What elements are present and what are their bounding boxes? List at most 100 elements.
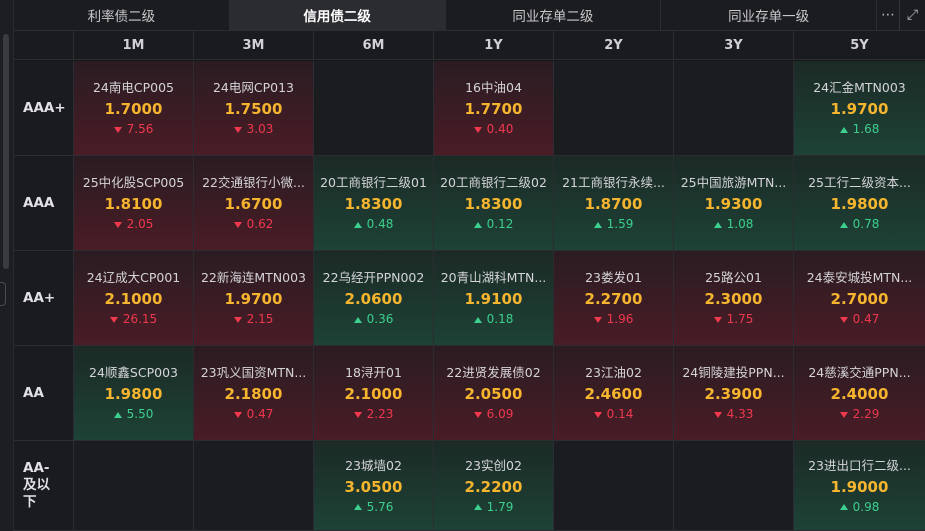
arrow-down-icon xyxy=(233,316,242,323)
panel-handle[interactable] xyxy=(0,282,6,306)
change-value: 0.47 xyxy=(246,407,274,421)
change-value: 5.50 xyxy=(126,407,154,421)
bond-cell[interactable]: 23进出口行二级... 1.9000 0.98 xyxy=(794,441,925,530)
bp-change: 0.98 xyxy=(839,499,880,515)
bond-cell[interactable]: 20工商银行二级02 1.8300 0.12 xyxy=(434,156,554,250)
bond-cell[interactable]: 24南电CP005 1.7000 7.56 xyxy=(74,61,194,155)
bp-change: 0.18 xyxy=(473,312,513,327)
change-value: 0.98 xyxy=(852,499,880,514)
bond-cell[interactable]: 25路公01 2.3000 1.75 xyxy=(674,251,794,345)
bp-change: 2.29 xyxy=(839,407,880,422)
bond-name: 24铜陵建投PPN... xyxy=(682,365,785,380)
more-icon[interactable]: ⋯ xyxy=(881,7,895,23)
bond-yield: 1.8300 xyxy=(344,195,403,213)
tab-ncd-primary[interactable]: 同业存单一级 xyxy=(661,0,877,30)
bp-change: 2.15 xyxy=(233,312,273,327)
tab-bar: 利率债二级 信用债二级 同业存单二级 同业存单一级 ⋯ ⤢ xyxy=(14,0,925,31)
bond-yield: 2.1800 xyxy=(224,385,283,403)
bond-name: 23江油02 xyxy=(585,365,642,380)
yield-matrix: 1M 3M 6M 1Y 2Y 3Y 5Y AAA+ 24南电CP005 1.7000 7.56 24… xyxy=(14,31,925,531)
bond-cell[interactable]: 22交通银行小微... 1.6700 0.62 xyxy=(194,156,314,250)
arrow-down-icon xyxy=(839,411,848,418)
bond-cell[interactable]: 24慈溪交通PPN... 2.4000 2.29 xyxy=(794,346,925,440)
change-value: 7.56 xyxy=(126,122,154,136)
bond-name: 24电网CP013 xyxy=(212,80,295,95)
bond-cell[interactable]: 23巩义国资MTN... 2.1800 0.47 xyxy=(194,346,314,440)
bond-name: 24泰安城投MTN... xyxy=(806,270,913,285)
bp-change: 0.40 xyxy=(473,122,513,137)
tab-tools: ⋯ ⤢ xyxy=(877,0,925,30)
bond-yield: 2.4600 xyxy=(584,385,643,403)
bond-name: 24汇金MTN003 xyxy=(813,80,906,95)
bond-cell[interactable]: 22新海连MTN003 1.9700 2.15 xyxy=(194,251,314,345)
tab-rate-bonds[interactable]: 利率债二级 xyxy=(14,0,230,30)
bond-yield: 1.9800 xyxy=(104,385,163,403)
bond-cell[interactable]: 22进贤发展债02 2.0500 6.09 xyxy=(434,346,554,440)
bond-cell[interactable]: 20青山湖科MTN... 1.9100 0.18 xyxy=(434,251,554,345)
rating-label: AA+ xyxy=(14,251,74,345)
bond-cell[interactable]: 24汇金MTN003 1.9700 1.68 xyxy=(794,61,925,155)
bond-yield: 1.9000 xyxy=(830,477,889,496)
arrow-up-icon xyxy=(353,504,362,510)
left-scrollbar[interactable] xyxy=(0,0,14,531)
bond-yield: 2.1000 xyxy=(104,290,163,308)
bond-cell[interactable]: 21工商银行永续... 1.8700 1.59 xyxy=(554,156,674,250)
change-value: 0.47 xyxy=(852,312,880,326)
bond-cell[interactable]: 24顺鑫SCP003 1.9800 5.50 xyxy=(74,346,194,440)
change-value: 1.79 xyxy=(486,499,514,514)
bond-cell[interactable]: 25工行二级资本... 1.9800 0.78 xyxy=(794,156,925,250)
change-value: 1.96 xyxy=(606,312,634,326)
arrow-down-icon xyxy=(233,126,242,133)
arrow-down-icon xyxy=(113,221,122,228)
rating-row: AA 24顺鑫SCP003 1.9800 5.50 23巩义国资MTN... 2.1800… xyxy=(14,346,925,441)
bond-cell[interactable]: 25中国旅游MTN... 1.9300 1.08 xyxy=(674,156,794,250)
bond-cell[interactable]: 23江油02 2.4600 0.14 xyxy=(554,346,674,440)
bond-name: 23城墙02 xyxy=(345,457,402,473)
column-header: 6M xyxy=(314,31,434,60)
bond-cell[interactable]: 25中化股SCP005 1.8100 2.05 xyxy=(74,156,194,250)
bond-cell[interactable]: 24泰安城投MTN... 2.7000 0.47 xyxy=(794,251,925,345)
bond-cell[interactable]: 23城墙02 3.0500 5.76 xyxy=(314,441,434,530)
tab-credit-bonds[interactable]: 信用债二级 xyxy=(229,0,446,30)
bond-yield: 1.9300 xyxy=(704,195,763,213)
bp-change: 1.75 xyxy=(713,312,753,327)
rating-label: AA-及以下 xyxy=(14,441,74,530)
tab-ncd-secondary[interactable]: 同业存单二级 xyxy=(446,0,662,30)
bond-name: 23实创02 xyxy=(465,457,522,473)
bp-change: 0.78 xyxy=(839,217,879,232)
bond-name: 24慈溪交通PPN... xyxy=(808,365,911,380)
bond-cell[interactable]: 22乌经开PPN002 2.0600 0.36 xyxy=(314,251,434,345)
bond-yield: 1.9100 xyxy=(464,290,523,308)
expand-icon[interactable]: ⤢ xyxy=(899,0,925,30)
bond-yield: 1.8100 xyxy=(104,195,163,213)
change-value: 2.23 xyxy=(366,407,394,421)
scrollbar-thumb[interactable] xyxy=(3,34,9,269)
bond-cell xyxy=(674,61,794,155)
arrow-up-icon xyxy=(713,221,722,228)
bond-cell[interactable]: 20工商银行二级01 1.8300 0.48 xyxy=(314,156,434,250)
bond-cell[interactable]: 24电网CP013 1.7500 3.03 xyxy=(194,61,314,155)
bond-yield: 1.7700 xyxy=(464,100,523,118)
bond-cell[interactable]: 23实创02 2.2200 1.79 xyxy=(434,441,554,530)
bp-change: 2.23 xyxy=(353,407,394,422)
bond-name: 21工商银行永续... xyxy=(562,175,665,190)
bond-cell[interactable]: 23娄发01 2.2700 1.96 xyxy=(554,251,674,345)
arrow-up-icon xyxy=(839,504,848,510)
rating-row: AAA+ 24南电CP005 1.7000 7.56 24电网CP013 1.7500 3.… xyxy=(14,61,925,156)
bond-name: 22进贤发展债02 xyxy=(446,365,541,380)
bond-yield: 3.0500 xyxy=(344,477,403,496)
change-value: 2.29 xyxy=(852,407,880,421)
bond-name: 24辽成大CP001 xyxy=(86,270,181,285)
rating-row: AAA 25中化股SCP005 1.8100 2.05 22交通银行小微... 1.670… xyxy=(14,156,925,251)
bond-cell[interactable]: 18浔开01 2.1000 2.23 xyxy=(314,346,434,440)
arrow-up-icon xyxy=(473,504,482,510)
bond-yield: 1.6700 xyxy=(224,195,283,213)
bond-cell[interactable]: 24铜陵建投PPN... 2.3900 4.33 xyxy=(674,346,794,440)
bond-cell[interactable]: 24辽成大CP001 2.1000 26.15 xyxy=(74,251,194,345)
bond-cell xyxy=(74,441,194,530)
bond-cell[interactable]: 16中油04 1.7700 0.40 xyxy=(434,61,554,155)
header-corner xyxy=(14,31,74,60)
bond-name: 20工商银行二级01 xyxy=(320,175,427,190)
rating-row: AA+ 24辽成大CP001 2.1000 26.15 22新海连MTN003 1.970… xyxy=(14,251,925,346)
rating-row: AA-及以下 23城墙02 3.0500 5.76 23实创02 2.2200 1.79 23… xyxy=(14,441,925,531)
